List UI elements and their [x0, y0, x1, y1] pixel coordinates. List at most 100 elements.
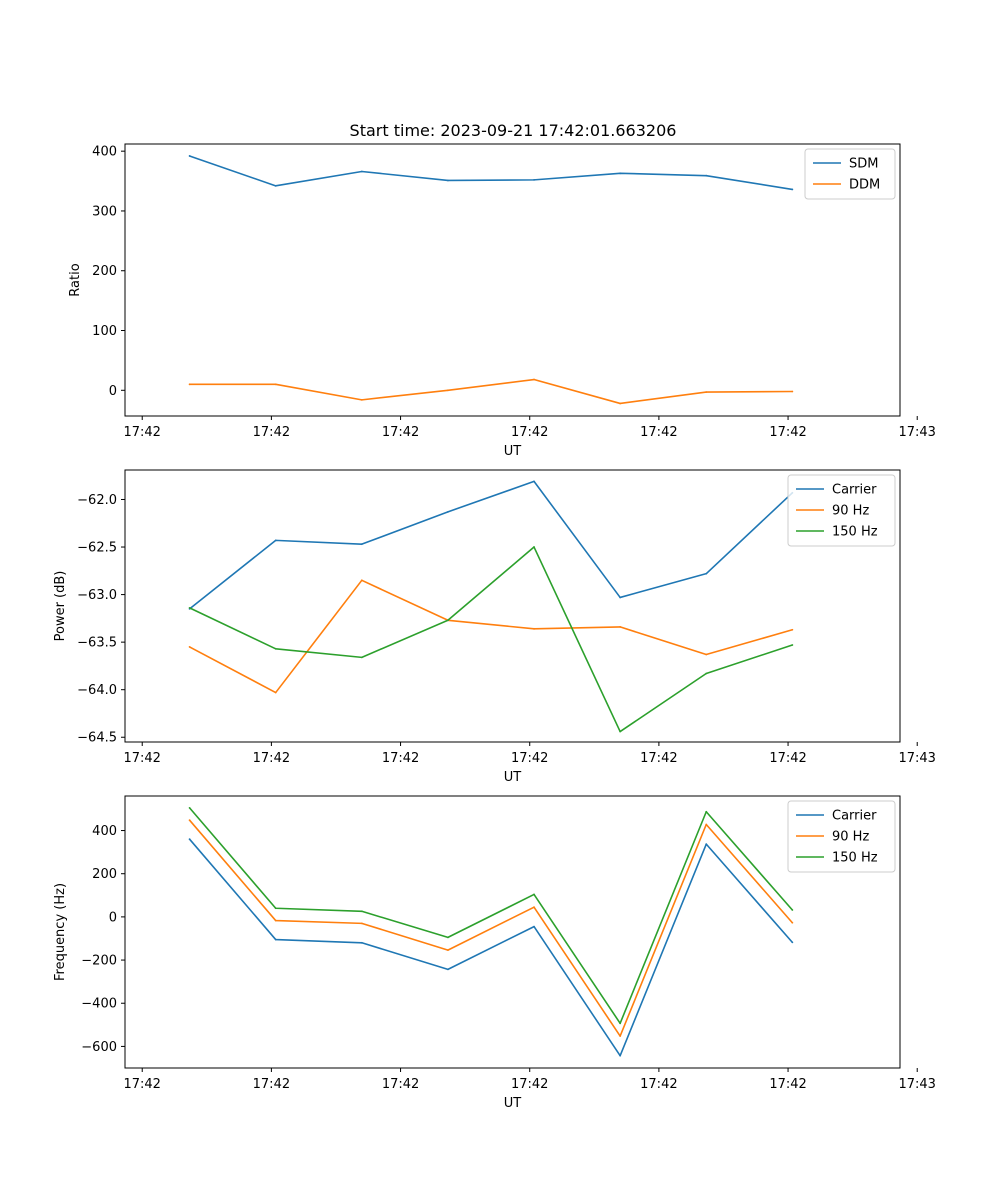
x-tick-label: 17:42	[123, 751, 160, 766]
x-tick-label: 17:42	[640, 1077, 677, 1092]
data-point-90-hz	[360, 579, 363, 582]
series-line-carrier	[188, 838, 793, 1057]
data-point-90-hz	[705, 653, 708, 656]
data-point-sdm	[274, 184, 277, 187]
data-point-carrier	[619, 596, 622, 599]
data-point-carrier	[705, 572, 708, 575]
data-point-150-hz	[791, 909, 794, 911]
x-axis-label: UT	[504, 1096, 522, 1111]
data-point-ddm	[533, 378, 535, 381]
data-point-90-hz	[791, 921, 794, 924]
chart-1: 0 100 200 300 400 17:42 17:42 17:42 17:42 17:42 17…	[68, 143, 936, 459]
y-axis-label: Frequency (Hz)	[53, 883, 68, 981]
data-point-ddm	[619, 402, 622, 405]
data-point-sdm	[447, 179, 449, 182]
x-tick-label: 17:42	[382, 425, 419, 440]
data-point-ddm	[447, 389, 449, 392]
legend-label: 150 Hz	[832, 525, 878, 540]
data-point-150-hz	[447, 936, 449, 939]
y-tick-label: 200	[92, 264, 117, 279]
y-tick-label: −64.0	[77, 683, 117, 698]
data-point-90-hz	[188, 645, 191, 648]
data-point-150-hz	[533, 546, 535, 548]
x-tick-label: 17:42	[382, 751, 419, 766]
x-tick-label: 17:42	[123, 1077, 160, 1092]
chart-3: −600 −400 −200 0 200 400 17:42 17:42 17:42 17:42 1…	[53, 795, 936, 1111]
legend: SDM DDM	[804, 148, 896, 200]
y-tick-label: 100	[92, 324, 117, 339]
legend-box	[787, 474, 896, 547]
data-point-90-hz	[791, 628, 794, 631]
y-axis-label: Ratio	[68, 263, 83, 296]
series-line-90-hz	[188, 819, 793, 1037]
data-point-carrier	[533, 480, 535, 483]
x-tick-label: 17:42	[253, 425, 290, 440]
y-tick-label: 0	[109, 384, 117, 399]
y-axis-label: Power (dB)	[53, 571, 68, 642]
data-point-90-hz	[447, 949, 449, 952]
y-tick-label: −400	[81, 997, 117, 1012]
x-tick-label: 17:42	[769, 425, 806, 440]
data-point-sdm	[791, 188, 794, 191]
data-point-150-hz	[274, 647, 277, 650]
data-point-150-hz	[188, 607, 191, 609]
legend: Carrier 90 Hz 150 Hz	[787, 474, 896, 547]
data-point-carrier	[619, 1054, 622, 1057]
y-tick-label: −62.5	[77, 541, 117, 556]
data-point-carrier	[274, 539, 277, 542]
data-point-90-hz	[533, 627, 535, 630]
y-tick-label: −63.0	[77, 588, 117, 603]
data-point-carrier	[533, 925, 535, 928]
data-point-150-hz	[360, 910, 363, 913]
data-point-150-hz	[533, 893, 535, 896]
data-point-sdm	[705, 174, 708, 177]
data-point-90-hz	[274, 691, 277, 694]
data-point-90-hz	[188, 819, 191, 822]
data-point-carrier	[274, 938, 277, 941]
legend-label: 90 Hz	[832, 504, 869, 519]
data-point-150-hz	[619, 1022, 622, 1025]
x-tick-label: 17:42	[382, 1077, 419, 1092]
series-line-sdm	[189, 155, 793, 191]
data-point-150-hz	[705, 672, 708, 675]
y-tick-label: −62.0	[77, 493, 117, 508]
data-point-ddm	[188, 383, 191, 386]
plot-area-frame	[124, 795, 901, 1069]
data-point-carrier	[447, 510, 449, 513]
x-tick-label: 17:42	[769, 1077, 806, 1092]
series-line-ddm	[189, 378, 793, 405]
data-point-150-hz	[188, 806, 191, 809]
x-tick-label: 17:42	[511, 425, 548, 440]
y-tick-label: 400	[92, 145, 117, 160]
legend-box	[787, 800, 896, 873]
legend-label: Carrier	[832, 483, 877, 498]
data-point-150-hz	[447, 619, 449, 622]
legend-label: SDM	[849, 157, 878, 172]
data-point-sdm	[360, 170, 363, 173]
legend-label: DDM	[849, 178, 880, 193]
chart-2: −64.5 −64.0 −63.5 −63.0 −62.5 −62.0 17:42 17:42…	[53, 469, 936, 785]
data-point-90-hz	[705, 823, 708, 826]
y-tick-label: 0	[109, 910, 117, 925]
data-point-90-hz	[533, 906, 535, 909]
y-tick-label: −200	[81, 954, 117, 969]
data-point-90-hz	[619, 626, 622, 628]
x-tick-label: 17:42	[511, 751, 548, 766]
x-tick-label: 17:42	[253, 751, 290, 766]
x-tick-label: 17:42	[640, 751, 677, 766]
chart-panels: 0 100 200 300 400 17:42 17:42 17:42 17:42 17:42 17…	[53, 143, 936, 1111]
legend-label: Carrier	[832, 809, 877, 824]
y-tick-label: 200	[92, 867, 117, 882]
y-tick-label: −600	[81, 1040, 117, 1055]
data-point-sdm	[533, 178, 535, 181]
x-axis-label: UT	[504, 444, 522, 459]
legend-box	[804, 148, 896, 200]
data-point-ddm	[705, 391, 708, 393]
data-point-ddm	[791, 390, 794, 393]
y-tick-label: −64.5	[77, 731, 117, 746]
data-point-carrier	[360, 543, 363, 546]
data-point-150-hz	[274, 907, 277, 910]
data-point-90-hz	[360, 922, 363, 925]
data-point-90-hz	[274, 919, 277, 922]
